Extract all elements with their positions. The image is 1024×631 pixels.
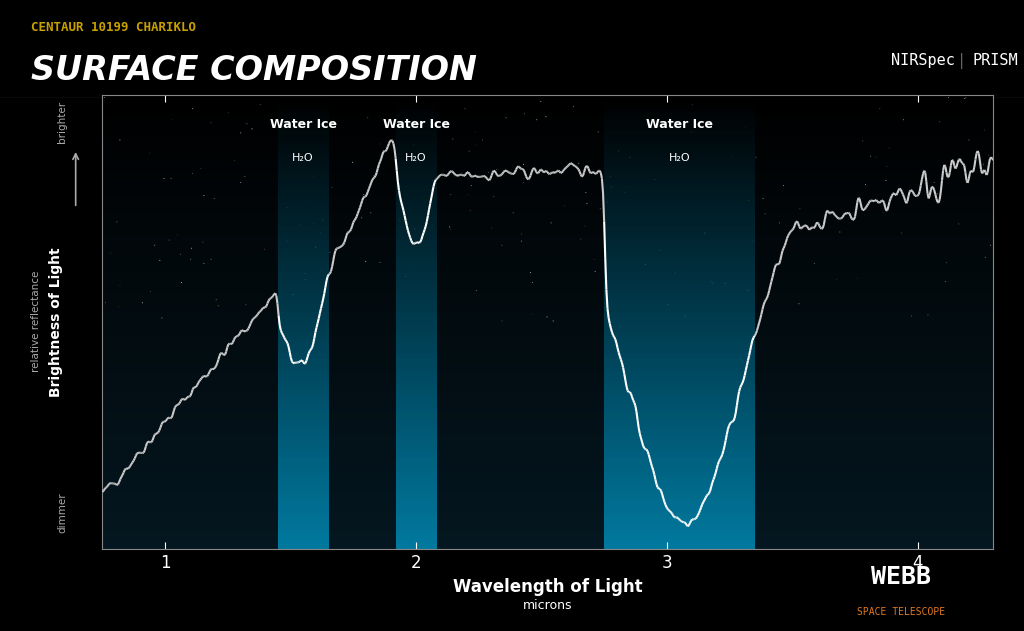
- Text: NIRSpec: NIRSpec: [891, 53, 954, 68]
- Text: Wavelength of Light: Wavelength of Light: [453, 578, 643, 596]
- Text: microns: microns: [523, 599, 572, 612]
- Text: SPACE TELESCOPE: SPACE TELESCOPE: [857, 607, 945, 617]
- Text: |: |: [957, 52, 967, 69]
- Text: Water Ice: Water Ice: [646, 118, 713, 131]
- Text: PRISM: PRISM: [973, 53, 1019, 68]
- Text: brighter: brighter: [57, 101, 68, 143]
- Text: H₂O: H₂O: [669, 153, 690, 163]
- Text: CENTAUR 10199 CHARIKLO: CENTAUR 10199 CHARIKLO: [31, 21, 196, 34]
- Text: dimmer: dimmer: [57, 492, 68, 533]
- Text: Water Ice: Water Ice: [383, 118, 450, 131]
- Text: Brightness of Light: Brightness of Light: [49, 247, 63, 397]
- Text: WEBB: WEBB: [871, 565, 931, 589]
- Text: Water Ice: Water Ice: [269, 118, 337, 131]
- Text: H₂O: H₂O: [406, 153, 427, 163]
- Text: relative reflectance: relative reflectance: [31, 271, 41, 372]
- Text: H₂O: H₂O: [292, 153, 314, 163]
- Text: SURFACE COMPOSITION: SURFACE COMPOSITION: [31, 54, 476, 87]
